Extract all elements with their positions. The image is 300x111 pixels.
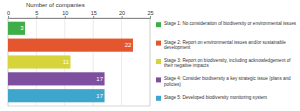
tick-label: 0 bbox=[7, 10, 10, 16]
legend-label: Stage 4: Consider biodiversity a key str… bbox=[164, 76, 291, 86]
data-label: 11 bbox=[63, 59, 70, 65]
tick-mark bbox=[36, 16, 37, 18]
legend-label: Stage 5: Developed biodiversity monitori… bbox=[164, 95, 267, 100]
legend-swatch bbox=[156, 22, 161, 27]
tick-mark bbox=[8, 16, 9, 18]
data-label: 17 bbox=[96, 93, 103, 99]
plot-frame bbox=[8, 18, 150, 106]
data-label: 17 bbox=[96, 76, 103, 82]
legend-swatch bbox=[156, 59, 161, 64]
title: Number of companies bbox=[26, 2, 85, 8]
tick-label: 15 bbox=[91, 10, 97, 16]
legend-swatch bbox=[156, 77, 161, 82]
data-labels: 3 22 11 17 17 bbox=[20, 25, 132, 98]
legend-entry: Stage 5: Developed biodiversity monitori… bbox=[156, 95, 267, 101]
tick-label: 10 bbox=[62, 10, 68, 16]
legend-label: Stage 2: Report on environmental issues … bbox=[164, 40, 286, 50]
tick: 25 bbox=[147, 10, 153, 18]
tick-label: 25 bbox=[147, 10, 153, 16]
bar bbox=[8, 55, 70, 68]
tick: 15 bbox=[91, 10, 97, 18]
axis-line bbox=[9, 16, 151, 19]
tick-label: 5 bbox=[35, 10, 38, 16]
bar bbox=[8, 89, 105, 102]
legend-entry: Stage 3: Report on biodiversity, includi… bbox=[156, 58, 291, 68]
bars bbox=[8, 22, 133, 103]
legend-label: Stage 3: Report on biodiversity, includi… bbox=[164, 58, 291, 68]
bar bbox=[8, 39, 133, 52]
data-label: 3 bbox=[20, 25, 24, 31]
bar bbox=[8, 72, 105, 85]
bar bbox=[8, 22, 25, 35]
legend-entry: Stage 1: No consideration of biodiversit… bbox=[156, 21, 297, 27]
tick-mark bbox=[65, 16, 66, 18]
tick: 20 bbox=[119, 10, 125, 18]
tick-mark bbox=[93, 16, 94, 18]
tick: 10 bbox=[62, 10, 68, 18]
grid-line bbox=[150, 18, 151, 106]
tick-mark bbox=[122, 16, 123, 18]
legend-entry: Stage 4: Consider biodiversity a key str… bbox=[156, 76, 291, 86]
legend-entry: Stage 2: Report on environmental issues … bbox=[156, 40, 286, 50]
legend-swatch bbox=[156, 96, 161, 101]
chart: 0 5 10 15 20 25 Number of companies 3 22 11 17 17 St… bbox=[0, 0, 300, 111]
legend-label: Stage 1: No consideration of biodiversit… bbox=[164, 21, 297, 26]
x-axis: 0 5 10 15 20 25 bbox=[7, 10, 154, 19]
tick-mark bbox=[150, 16, 151, 18]
tick-label: 20 bbox=[119, 10, 125, 16]
data-label: 22 bbox=[125, 42, 132, 48]
grid bbox=[8, 18, 150, 106]
legend: Stage 1: No consideration of biodiversit… bbox=[156, 21, 297, 101]
tick: 5 bbox=[35, 10, 38, 18]
grid-line bbox=[121, 18, 122, 106]
tick: 0 bbox=[7, 10, 10, 18]
legend-swatch bbox=[156, 41, 161, 46]
